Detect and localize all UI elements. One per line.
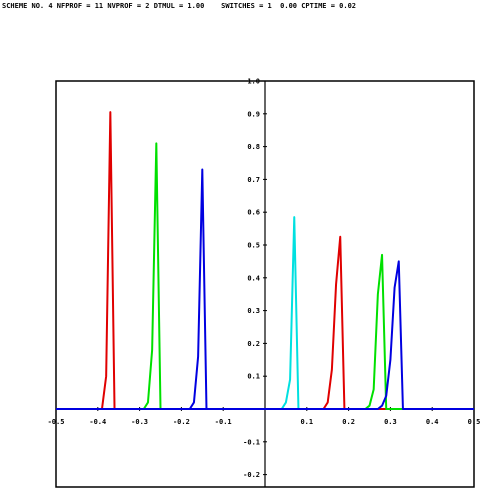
y-tick-label: 0.8 [247, 143, 260, 151]
y-tick-label: 0.3 [247, 307, 260, 315]
x-tick-label: -0.5 [48, 418, 65, 426]
x-tick-label: 0.3 [384, 418, 397, 426]
x-tick-label: -0.1 [215, 418, 232, 426]
run-parameters-header: SCHEME NO. 4 NFPROF = 11 NVPROF = 2 DTMU… [2, 2, 357, 10]
y-tick-label: 0.5 [247, 242, 260, 250]
tick-labels: -0.5 -0.4 -0.3 -0.2 -0.1 0.1 0.2 0.3 0.4 0.5 -0.2 -… [48, 78, 481, 480]
series-group [56, 111, 474, 410]
y-tick-label: 0.1 [247, 373, 260, 381]
x-tick-label: 0.5 [468, 418, 481, 426]
y-tick-label: 0.2 [247, 340, 260, 348]
y-tick-label: 0.9 [247, 110, 260, 118]
x-tick-label: 0.4 [426, 418, 439, 426]
x-tick-label: -0.4 [89, 418, 106, 426]
x-tick-label: 0.2 [342, 418, 355, 426]
series-line-7 [56, 260, 474, 410]
series-line-5 [56, 235, 474, 410]
axes [55, 80, 475, 487]
x-tick-label: 0.1 [300, 418, 313, 426]
y-tick-label: 0.4 [247, 274, 260, 282]
x-tick-label: -0.3 [131, 418, 148, 426]
y-tick-label: -0.2 [243, 471, 260, 479]
y-tick-label: 0.7 [247, 176, 260, 184]
y-tick-label: 0.6 [247, 209, 260, 217]
x-tick-label: -0.2 [173, 418, 190, 426]
y-tick-label: 1.0 [247, 78, 260, 86]
y-tick-label: -0.1 [243, 438, 260, 446]
series-line-6 [56, 253, 474, 410]
